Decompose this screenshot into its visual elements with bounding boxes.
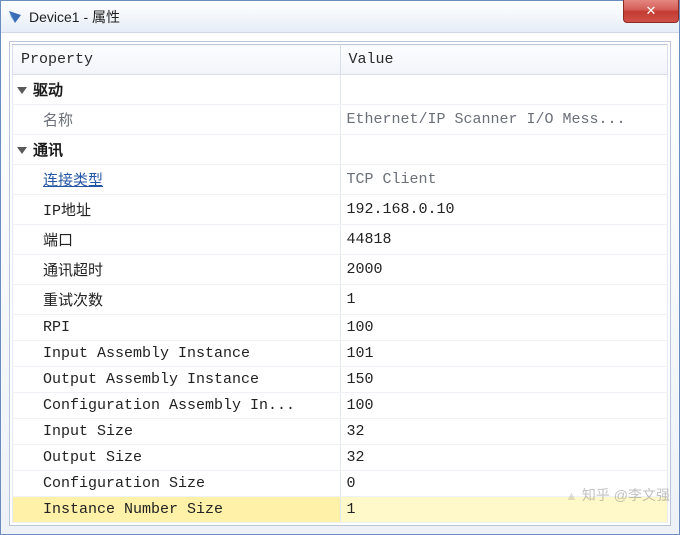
- property-name[interactable]: 连接类型: [13, 165, 341, 195]
- group-label[interactable]: 驱动: [13, 75, 341, 105]
- property-value[interactable]: Ethernet/IP Scanner I/O Mess...: [340, 105, 668, 135]
- group-label[interactable]: 通讯: [13, 135, 341, 165]
- property-row[interactable]: 端口44818: [13, 225, 668, 255]
- property-row[interactable]: Instance Number Size1: [13, 497, 668, 523]
- property-name[interactable]: IP地址: [13, 195, 341, 225]
- property-grid-container: Property Value 驱动名称Ethernet/IP Scanner I…: [9, 41, 671, 526]
- window-title: Device1 - 属性: [29, 7, 120, 27]
- property-grid: Property Value 驱动名称Ethernet/IP Scanner I…: [12, 44, 668, 523]
- property-name[interactable]: Output Size: [13, 445, 341, 471]
- property-value[interactable]: TCP Client: [340, 165, 668, 195]
- group-title-text: 通讯: [33, 142, 63, 159]
- title-bar[interactable]: Device1 - 属性 ✕: [1, 1, 679, 33]
- property-row[interactable]: RPI100: [13, 315, 668, 341]
- property-row[interactable]: Output Assembly Instance150: [13, 367, 668, 393]
- property-value[interactable]: 100: [340, 393, 668, 419]
- property-name[interactable]: Output Assembly Instance: [13, 367, 341, 393]
- property-row[interactable]: Input Assembly Instance101: [13, 341, 668, 367]
- group-value: [340, 75, 668, 105]
- property-row[interactable]: Input Size32: [13, 419, 668, 445]
- property-row[interactable]: 连接类型 TCP Client: [13, 165, 668, 195]
- dialog-window: Device1 - 属性 ✕ Property Value 驱动名称Ethern…: [0, 0, 680, 535]
- property-name[interactable]: 重试次数: [13, 285, 341, 315]
- group-title-text: 驱动: [33, 82, 63, 99]
- property-name[interactable]: Input Assembly Instance: [13, 341, 341, 367]
- group-row[interactable]: 驱动: [13, 75, 668, 105]
- close-button[interactable]: ✕: [623, 0, 679, 23]
- group-value: [340, 135, 668, 165]
- property-name[interactable]: 名称: [13, 105, 341, 135]
- column-header-value[interactable]: Value: [340, 45, 668, 75]
- property-value[interactable]: 100: [340, 315, 668, 341]
- property-row[interactable]: 名称Ethernet/IP Scanner I/O Mess...: [13, 105, 668, 135]
- close-icon: ✕: [646, 3, 657, 19]
- property-value[interactable]: 150: [340, 367, 668, 393]
- property-row[interactable]: 通讯超时2000: [13, 255, 668, 285]
- property-value[interactable]: 101: [340, 341, 668, 367]
- property-name[interactable]: Input Size: [13, 419, 341, 445]
- property-row[interactable]: 重试次数1: [13, 285, 668, 315]
- property-value[interactable]: 32: [340, 419, 668, 445]
- property-name[interactable]: Instance Number Size: [13, 497, 341, 523]
- property-name-link[interactable]: 连接类型: [43, 172, 103, 189]
- property-row[interactable]: Configuration Size0: [13, 471, 668, 497]
- property-value[interactable]: 192.168.0.10: [340, 195, 668, 225]
- property-row[interactable]: Output Size32: [13, 445, 668, 471]
- property-name[interactable]: Configuration Assembly In...: [13, 393, 341, 419]
- property-value[interactable]: 0: [340, 471, 668, 497]
- header-row: Property Value: [13, 45, 668, 75]
- property-value[interactable]: 2000: [340, 255, 668, 285]
- property-value[interactable]: 32: [340, 445, 668, 471]
- property-name[interactable]: 通讯超时: [13, 255, 341, 285]
- property-value[interactable]: 44818: [340, 225, 668, 255]
- expander-icon[interactable]: [17, 87, 27, 94]
- group-row[interactable]: 通讯: [13, 135, 668, 165]
- property-row[interactable]: IP地址192.168.0.10: [13, 195, 668, 225]
- expander-icon[interactable]: [17, 147, 27, 154]
- column-header-property[interactable]: Property: [13, 45, 341, 75]
- property-value[interactable]: 1: [340, 497, 668, 523]
- property-name[interactable]: RPI: [13, 315, 341, 341]
- property-name[interactable]: Configuration Size: [13, 471, 341, 497]
- property-name[interactable]: 端口: [13, 225, 341, 255]
- property-value[interactable]: 1: [340, 285, 668, 315]
- property-row[interactable]: Configuration Assembly In...100: [13, 393, 668, 419]
- window-icon: [7, 9, 23, 25]
